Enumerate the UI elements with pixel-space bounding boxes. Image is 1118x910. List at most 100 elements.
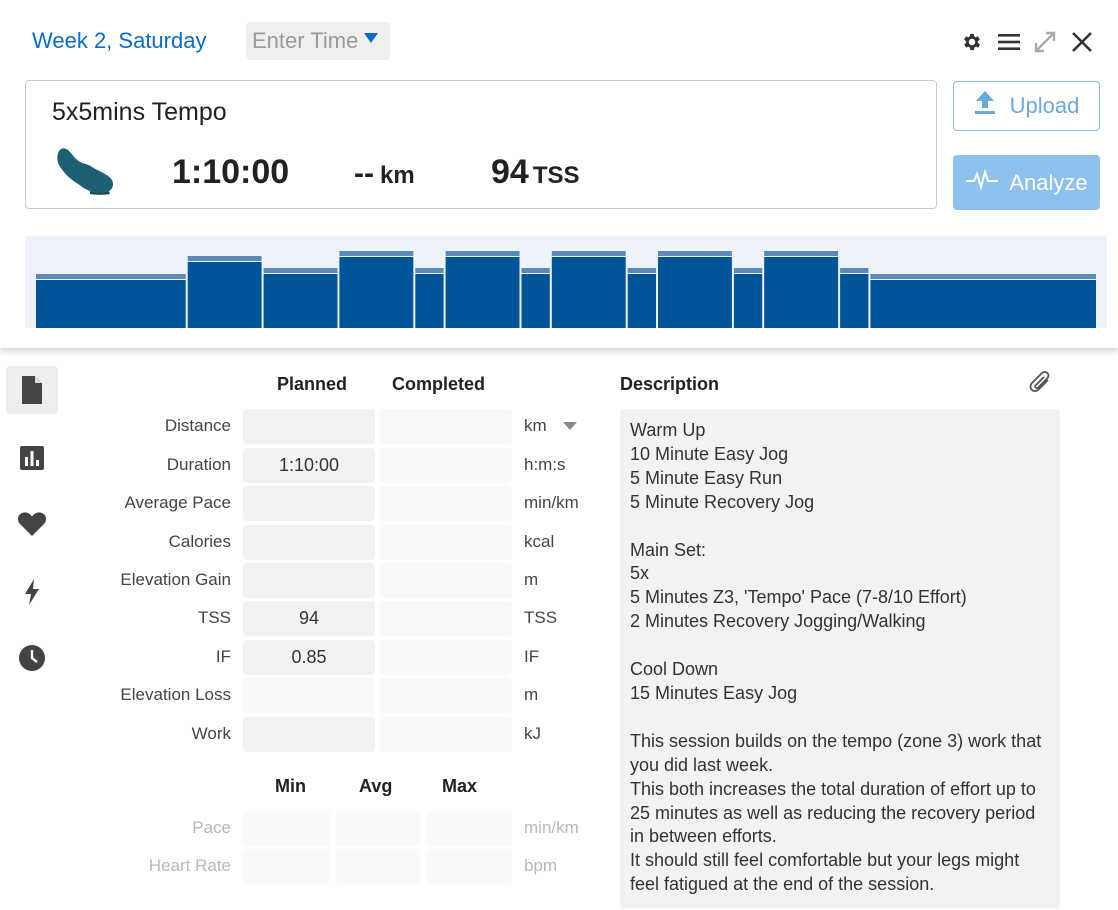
- sidebar-health-tab[interactable]: [6, 500, 58, 548]
- workout-segment-bar-10[interactable]: [733, 274, 763, 328]
- sidebar-history-tab[interactable]: [6, 634, 58, 682]
- planned-column-header: Planned: [277, 374, 348, 394]
- segment-cap-2: [263, 268, 338, 273]
- row-label-pace-range: Pace: [192, 818, 231, 837]
- completed-work-input[interactable]: [380, 717, 512, 752]
- tss-unit: TSS: [532, 162, 580, 189]
- heart-rate-max-input[interactable]: [427, 849, 512, 884]
- segment-cap-4: [415, 268, 444, 273]
- document-icon: [22, 376, 42, 404]
- distance-unit: km: [379, 162, 415, 189]
- heart-icon: [17, 512, 47, 536]
- planned-duration: 1:10:00: [172, 153, 290, 191]
- segment-cap-9: [658, 251, 732, 256]
- workout-segment-bar-11[interactable]: [764, 257, 839, 328]
- segment-cap-5: [445, 251, 520, 256]
- pulse-icon: [965, 168, 999, 197]
- if-unit: IF: [524, 647, 540, 666]
- completed-distance-input[interactable]: [380, 409, 512, 444]
- elevation-loss-unit: m: [524, 685, 539, 704]
- row-label-heart-rate: Heart Rate: [148, 856, 231, 875]
- sidebar-charts-tab[interactable]: [6, 434, 58, 482]
- planned-duration-input[interactable]: 1:10:00: [243, 448, 375, 483]
- pace-avg-input[interactable]: [336, 811, 420, 846]
- work-unit: kJ: [524, 724, 541, 743]
- planned-elevation-gain-input[interactable]: [243, 563, 375, 598]
- pace-min-input[interactable]: [243, 811, 330, 846]
- completed-elevation-loss-input[interactable]: [380, 678, 512, 713]
- workout-segment-bar-1[interactable]: [187, 262, 262, 328]
- sidebar-power-tab[interactable]: [6, 568, 58, 616]
- time-select-placeholder: Enter Time: [252, 28, 359, 53]
- workout-segment-bar-6[interactable]: [521, 274, 550, 328]
- planned-distance-value: --: [354, 157, 374, 190]
- workout-segment-bar-8[interactable]: [627, 274, 656, 328]
- workout-structure-chart[interactable]: [25, 236, 1107, 328]
- row-label-if: IF: [215, 647, 231, 666]
- attachment-icon[interactable]: [1028, 369, 1054, 402]
- workout-segment-bar-5[interactable]: [445, 257, 520, 328]
- description-textarea[interactable]: Warm Up 10 Minute Easy Jog 5 Minute Easy…: [620, 409, 1060, 908]
- elevation-gain-unit: m: [524, 570, 539, 589]
- description-heading: Description: [620, 374, 720, 394]
- heart-rate-unit: bpm: [524, 856, 558, 875]
- completed-pace-input[interactable]: [380, 486, 512, 521]
- completed-tss-input[interactable]: [380, 601, 512, 636]
- distance-unit-select[interactable]: km: [524, 416, 578, 436]
- distance-unit-label: km: [524, 416, 547, 435]
- planned-distance-input[interactable]: [243, 409, 375, 444]
- expand-icon[interactable]: [1031, 28, 1059, 56]
- caret-down-icon: [563, 422, 578, 430]
- heart-rate-min-input[interactable]: [243, 849, 330, 884]
- row-label-elevation-gain: Elevation Gain: [120, 570, 231, 589]
- sidebar-summary-tab[interactable]: [6, 366, 58, 414]
- caret-down-icon: [364, 33, 378, 43]
- workout-segment-bar-0[interactable]: [36, 280, 186, 328]
- avg-column-header: Avg: [359, 776, 393, 796]
- segment-cap-12: [840, 268, 869, 273]
- completed-if-input[interactable]: [380, 640, 512, 675]
- min-column-header: Min: [275, 776, 306, 796]
- row-label-duration: Duration: [166, 455, 231, 474]
- planned-work-input[interactable]: [243, 717, 375, 752]
- completed-column-header: Completed: [392, 374, 486, 394]
- workout-segment-bar-3[interactable]: [339, 257, 414, 328]
- analyze-button[interactable]: Analyze: [953, 155, 1100, 210]
- planned-pace-input[interactable]: [243, 486, 375, 521]
- segment-cap-1: [187, 256, 262, 261]
- workout-segment-bar-9[interactable]: [658, 257, 732, 328]
- time-select[interactable]: Enter Time: [246, 22, 390, 60]
- workout-segment-bar-12[interactable]: [840, 274, 869, 328]
- row-label-tss: TSS: [197, 608, 231, 627]
- planned-elevation-loss-input[interactable]: [243, 678, 375, 713]
- pace-range-unit: min/km: [524, 818, 579, 837]
- planned-tss-input[interactable]: 94: [243, 601, 375, 636]
- heart-rate-avg-input[interactable]: [336, 849, 420, 884]
- segment-cap-13: [870, 274, 1096, 279]
- calories-unit: kcal: [524, 532, 555, 551]
- clock-icon: [19, 645, 45, 671]
- segment-cap-0: [36, 274, 186, 279]
- row-label-average-pace: Average Pace: [124, 493, 231, 512]
- workout-segment-bar-7[interactable]: [551, 257, 626, 328]
- row-label-work: Work: [191, 724, 231, 743]
- completed-elevation-gain-input[interactable]: [380, 563, 512, 598]
- workout-segment-bar-2[interactable]: [263, 274, 338, 328]
- pace-max-input[interactable]: [427, 811, 512, 846]
- completed-duration-input[interactable]: [380, 448, 512, 483]
- planned-tss: 94 TSS: [491, 153, 580, 192]
- completed-calories-input[interactable]: [380, 525, 512, 560]
- upload-button[interactable]: Upload: [953, 81, 1100, 131]
- menu-icon[interactable]: [995, 28, 1023, 56]
- workout-summary-card[interactable]: 5x5mins Tempo 1:10:00 -- km 94 TSS: [25, 80, 937, 209]
- workout-segment-bar-4[interactable]: [415, 274, 444, 328]
- workout-segment-bar-13[interactable]: [870, 280, 1096, 328]
- planned-if-input[interactable]: 0.85: [243, 640, 375, 675]
- planned-calories-input[interactable]: [243, 525, 375, 560]
- tss-row-unit: TSS: [524, 608, 558, 627]
- close-icon[interactable]: [1068, 28, 1096, 56]
- workout-name: 5x5mins Tempo: [52, 98, 227, 126]
- gear-icon[interactable]: [958, 28, 986, 56]
- lightning-bolt-icon: [25, 579, 39, 605]
- segment-cap-8: [627, 268, 656, 273]
